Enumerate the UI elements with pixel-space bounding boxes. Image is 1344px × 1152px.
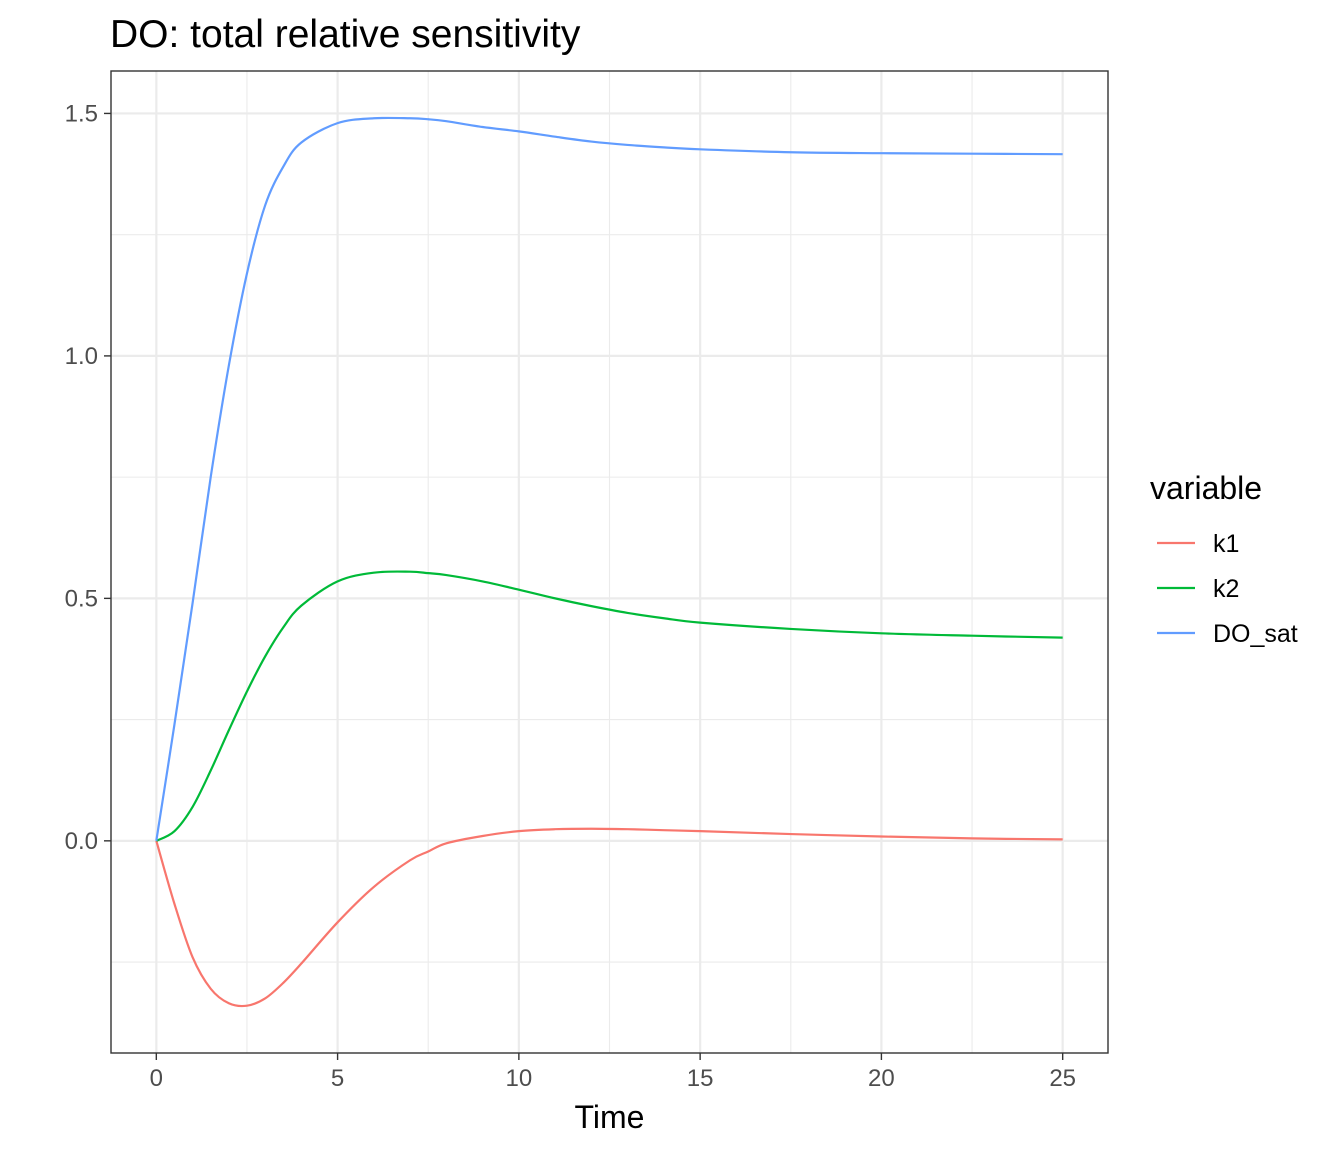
legend: variable k1 k2 DO_sat xyxy=(1150,470,1298,648)
series-line-k2 xyxy=(155,570,1063,842)
major-gridlines xyxy=(111,71,1108,1053)
chart-title: DO: total relative sensitivity xyxy=(110,13,581,56)
x-tick-label: 0 xyxy=(150,1065,163,1092)
y-tick-label: 1.5 xyxy=(65,100,98,127)
y-tick-label: 0.0 xyxy=(65,828,98,855)
x-tick-label: 20 xyxy=(868,1065,895,1092)
plot-panel-border xyxy=(110,70,1109,1054)
legend-label-do-sat: DO_sat xyxy=(1213,620,1298,648)
y-axis: 0.0 0.5 1.0 1.5 xyxy=(65,100,111,855)
x-axis: 0 5 10 15 20 25 xyxy=(150,1053,1076,1092)
series-line-do-sat xyxy=(155,116,1063,842)
legend-label-k2: k2 xyxy=(1213,575,1239,603)
series-line-k1 xyxy=(155,827,1063,1008)
y-tick-label: 0.5 xyxy=(65,585,98,612)
x-tick-label: 5 xyxy=(331,1065,344,1092)
y-tick-label: 1.0 xyxy=(65,343,98,370)
x-tick-label: 10 xyxy=(506,1065,533,1092)
x-tick-label: 15 xyxy=(687,1065,714,1092)
legend-title: variable xyxy=(1150,470,1262,506)
minor-gridlines xyxy=(111,71,1108,1053)
x-axis-title: Time xyxy=(575,1099,645,1135)
series-lines xyxy=(155,116,1063,1008)
legend-label-k1: k1 xyxy=(1213,530,1239,558)
legend-items: k1 k2 DO_sat xyxy=(1157,530,1298,648)
x-tick-label: 25 xyxy=(1049,1065,1076,1092)
